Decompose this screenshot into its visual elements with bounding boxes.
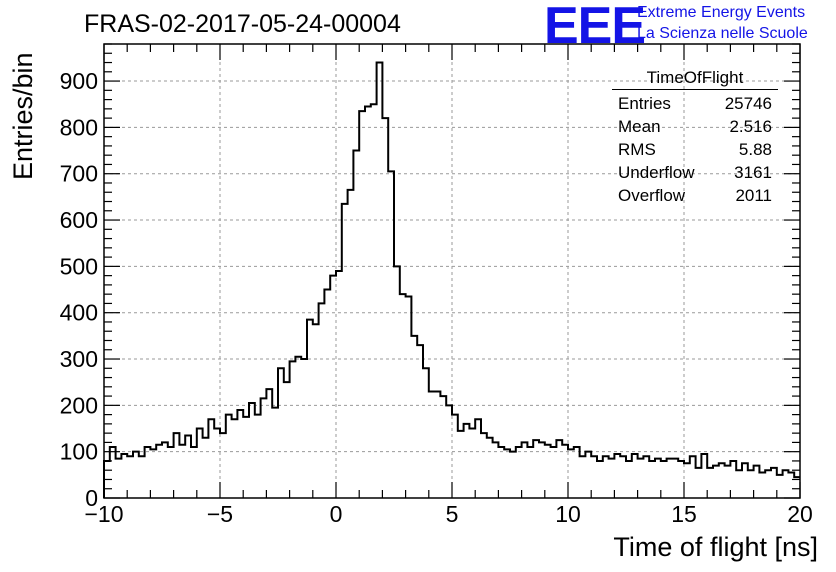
- y-tick-label: 800: [60, 114, 98, 140]
- stats-label: Overflow: [618, 186, 686, 205]
- x-tick-label: 5: [446, 501, 459, 527]
- stats-label: Entries: [618, 94, 671, 113]
- stats-row-mean: Mean 2.516: [612, 115, 778, 138]
- y-tick-label: 500: [60, 253, 98, 279]
- y-tick-label: 600: [60, 207, 98, 233]
- stats-value: 25746: [724, 94, 772, 113]
- stats-label: RMS: [618, 140, 656, 159]
- y-tick-label: 0: [85, 485, 98, 511]
- stats-row-entries: Entries 25746: [612, 92, 778, 115]
- stats-value: 3161: [734, 163, 772, 182]
- stats-label: Underflow: [618, 163, 695, 182]
- stats-box: TimeOfFlight Entries 25746 Mean 2.516 RM…: [612, 68, 778, 207]
- x-axis-label: Time of flight [ns]: [613, 532, 818, 562]
- stats-row-rms: RMS 5.88: [612, 138, 778, 161]
- x-axis-ticks: −10 −5 0 5 10 15 20: [84, 44, 813, 527]
- y-tick-label: 200: [60, 392, 98, 418]
- logo-line-1: Extreme Energy Events: [637, 4, 806, 21]
- stats-row-underflow: Underflow 3161: [612, 161, 778, 184]
- histogram-series-line: [103, 61, 800, 498]
- y-axis-ticks: 0 100 200 300 400 500 600 700 800 900: [60, 43, 800, 511]
- x-tick-label: 20: [787, 501, 813, 527]
- y-tick-label: 700: [60, 161, 98, 187]
- grid-lines: [104, 44, 800, 498]
- x-tick-label: 10: [555, 501, 581, 527]
- x-tick-label: −10: [84, 501, 123, 527]
- x-tick-label: 0: [330, 501, 343, 527]
- stats-box-title: TimeOfFlight: [612, 68, 778, 90]
- y-tick-label: 300: [60, 346, 98, 372]
- y-axis-label: Entries/bin: [8, 52, 38, 180]
- eee-logo: EEE: [544, 0, 646, 55]
- x-tick-label: 15: [671, 501, 697, 527]
- stats-label: Mean: [618, 117, 661, 136]
- stats-row-overflow: Overflow 2011: [612, 184, 778, 207]
- y-tick-label: 900: [60, 68, 98, 94]
- logo-line-2: La Scienza nelle Scuole: [637, 25, 808, 42]
- stats-value: 2.516: [729, 117, 772, 136]
- y-tick-label: 400: [60, 300, 98, 326]
- stats-value: 2011: [735, 186, 772, 205]
- y-tick-label: 100: [60, 439, 98, 465]
- chart-title: FRAS-02-2017-05-24-00004: [84, 10, 401, 38]
- stats-value: 5.88: [738, 140, 772, 159]
- x-tick-label: −5: [207, 501, 233, 527]
